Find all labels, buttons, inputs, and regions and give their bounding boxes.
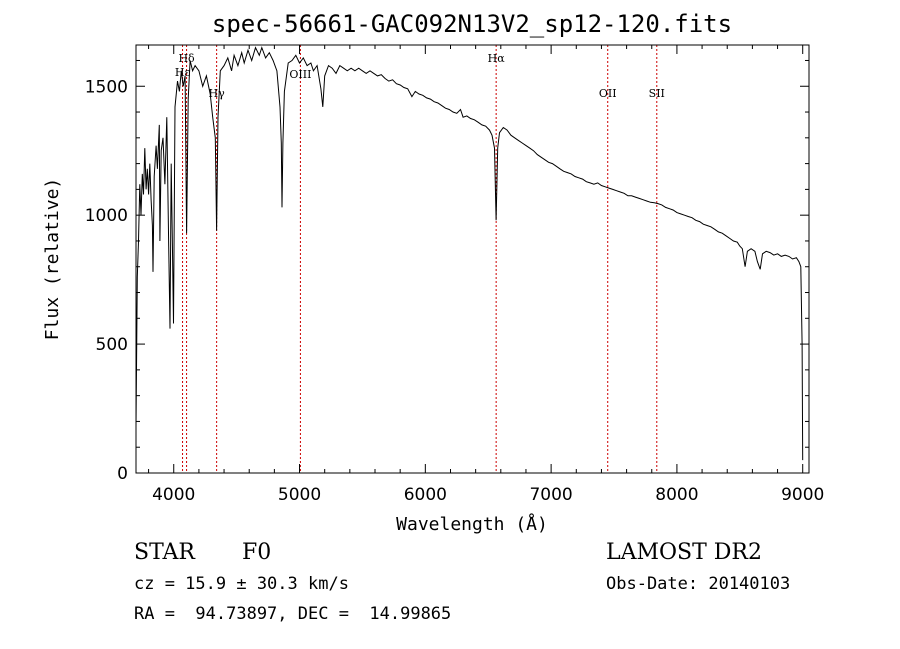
x-tick-label: 7000 <box>529 485 572 505</box>
survey-name: LAMOST DR2 <box>606 540 762 565</box>
marker-label-OIII: OIII <box>289 68 311 81</box>
spectrum-line <box>135 46 804 461</box>
object-class: STAR <box>134 540 195 565</box>
marker-label-OII: OII <box>599 87 617 100</box>
redshift-velocity: cz = 15.9 ± 30.3 km/s <box>134 574 349 594</box>
coordinates: RA = 94.73897, DEC = 14.99865 <box>134 604 452 624</box>
y-tick-label: 0 <box>117 464 128 484</box>
subclass: F0 <box>242 540 272 565</box>
x-tick-label: 8000 <box>655 485 698 505</box>
x-tick-label: 4000 <box>152 485 195 505</box>
y-axis-label: Flux (relative) <box>42 178 63 341</box>
y-axis-ticks: 0 500 1000 1500 <box>85 59 809 484</box>
x-tick-label: 9000 <box>781 485 824 505</box>
marker-label-Hδ: Hδ <box>178 52 195 65</box>
y-tick-label: 1000 <box>85 206 128 226</box>
x-tick-label: 5000 <box>278 485 321 505</box>
marker-label-Hγ: Hγ <box>209 87 226 100</box>
marker-label-Hα: Hα <box>488 52 506 65</box>
x-axis-ticks: 4000 5000 6000 7000 8000 9000 <box>148 45 824 505</box>
y-tick-label: 1500 <box>85 77 128 97</box>
plot-frame <box>135 44 810 474</box>
marker-label-SII: SII <box>649 87 665 100</box>
x-axis-label: Wavelength (Å) <box>396 513 548 535</box>
observation-date: Obs-Date: 20140103 <box>606 574 791 594</box>
x-tick-label: 6000 <box>404 485 447 505</box>
chart-title: spec-56661-GAC092N13V2_sp12-120.fits <box>212 10 732 38</box>
marker-label-Hε: Hε <box>175 66 191 79</box>
y-tick-label: 500 <box>96 335 128 355</box>
